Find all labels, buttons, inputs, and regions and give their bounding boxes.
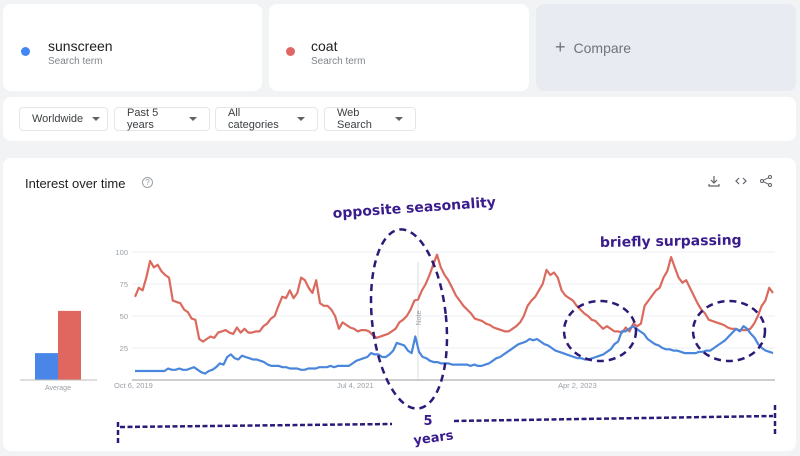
- caret-down-icon: [189, 117, 197, 121]
- annotation-opposite-seasonality: opposite seasonality: [332, 195, 496, 222]
- note-marker[interactable]: Note: [416, 311, 423, 326]
- average-bar-sunscreen[interactable]: [35, 353, 58, 380]
- annotation-years: years: [413, 428, 455, 448]
- svg-text:Jul 4, 2021: Jul 4, 2021: [337, 381, 374, 390]
- period-dropdown[interactable]: Past 5 years: [114, 107, 210, 131]
- panel-title: Interest over time: [25, 176, 126, 191]
- search-type-value: Web Search: [337, 107, 372, 131]
- svg-text:50: 50: [120, 312, 128, 321]
- embed-icon[interactable]: [734, 175, 748, 190]
- series-line-sunscreen: [135, 325, 774, 375]
- caret-down-icon: [297, 117, 305, 121]
- average-label: Average: [45, 385, 71, 392]
- series-line-coat: [133, 253, 774, 343]
- term-label: Search term: [48, 56, 103, 67]
- category-value: All categories: [228, 107, 279, 131]
- svg-text:Apr 2, 2023: Apr 2, 2023: [558, 381, 597, 390]
- average-bar-coat[interactable]: [58, 310, 81, 380]
- svg-text:75: 75: [120, 280, 128, 289]
- series-color-dot-red-icon: [286, 47, 295, 56]
- help-icon[interactable]: ?: [142, 177, 153, 188]
- period-value: Past 5 years: [127, 107, 159, 131]
- caret-down-icon: [92, 117, 101, 121]
- annotation-five-years-span: 5 years: [116, 405, 777, 449]
- svg-text:25: 25: [120, 344, 128, 353]
- filter-bar: Worldwide Past 5 years All categories We…: [3, 97, 796, 141]
- term-label: Search term: [311, 56, 366, 67]
- term-name: coat: [311, 38, 338, 54]
- compare-button[interactable]: + Compare: [536, 4, 796, 91]
- download-icon[interactable]: [708, 175, 720, 190]
- caret-down-icon: [395, 117, 403, 121]
- region-dropdown[interactable]: Worldwide: [19, 107, 108, 131]
- x-axis-labels: Oct 6, 2019 Jul 4, 2021 Apr 2, 2023: [114, 381, 597, 390]
- term-card-sunscreen[interactable]: sunscreen Search term: [3, 4, 262, 91]
- compare-label: Compare: [573, 39, 632, 56]
- term-card-coat[interactable]: coat Search term: [269, 4, 529, 91]
- svg-text:Oct 6, 2019: Oct 6, 2019: [114, 381, 153, 390]
- plus-icon: +: [555, 37, 566, 57]
- region-value: Worldwide: [32, 113, 84, 125]
- search-type-dropdown[interactable]: Web Search: [324, 107, 416, 131]
- annotation-ellipse-surpass-2: [691, 299, 767, 363]
- svg-text:100: 100: [115, 248, 128, 257]
- annotation-ellipse-surpass-1: [562, 299, 638, 363]
- annotation-five: 5: [423, 414, 432, 429]
- share-icon[interactable]: [760, 175, 772, 190]
- interest-over-time-panel: Interest over time ?: [3, 158, 796, 451]
- term-name: sunscreen: [48, 38, 113, 54]
- average-bar-chart: Average: [20, 310, 97, 392]
- annotation-briefly-surpassing: briefly surpassing: [600, 233, 742, 251]
- category-dropdown[interactable]: All categories: [215, 107, 318, 131]
- chart-gridlines: 25 50 75 100: [115, 248, 775, 353]
- annotation-ellipse-seasonality: [369, 228, 449, 410]
- series-color-dot-blue-icon: [21, 47, 30, 56]
